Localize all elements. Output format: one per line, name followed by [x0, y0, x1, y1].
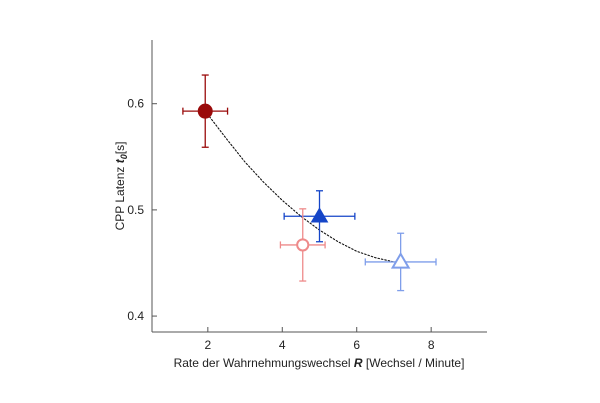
marker-circle — [296, 238, 310, 252]
data-point-4 — [364, 232, 437, 292]
data-points-layer — [182, 74, 437, 292]
x-axis-unit: [Wechsel / Minute] — [366, 356, 464, 370]
fit-curve-layer — [204, 110, 402, 263]
x-axis-title-text: Rate der Wahrnehmungswechsel — [174, 356, 351, 370]
data-point-2 — [283, 190, 356, 243]
y-tick-label: 0.5 — [127, 203, 144, 217]
marker-circle — [197, 103, 213, 119]
ticks: 2 4 6 8 0.4 0.5 0.6 — [127, 97, 435, 352]
y-tick-label: 0.4 — [127, 309, 144, 323]
y-axis-symbol-subscript: 0 — [119, 154, 129, 159]
data-point-1 — [182, 74, 229, 148]
x-tick-label: 4 — [279, 338, 286, 352]
axes — [151, 40, 487, 333]
x-axis-symbol: R — [354, 356, 363, 370]
y-tick-label: 0.6 — [127, 97, 144, 111]
y-axis-title: CPP Latenz t0[s] — [113, 142, 129, 231]
y-axis-title-text: CPP Latenz — [113, 167, 127, 231]
marker-triangle — [390, 251, 411, 269]
fit-curve — [204, 110, 402, 263]
y-axis-unit: [s] — [113, 142, 127, 155]
x-tick-label: 8 — [428, 338, 435, 352]
data-point-3 — [279, 208, 326, 282]
x-tick-label: 2 — [204, 338, 211, 352]
y-axis-symbol: t — [113, 158, 127, 163]
x-axis-title: Rate der Wahrnehmungswechsel R [Wechsel … — [174, 356, 465, 370]
marker-triangle — [310, 207, 329, 223]
x-tick-label: 6 — [353, 338, 360, 352]
